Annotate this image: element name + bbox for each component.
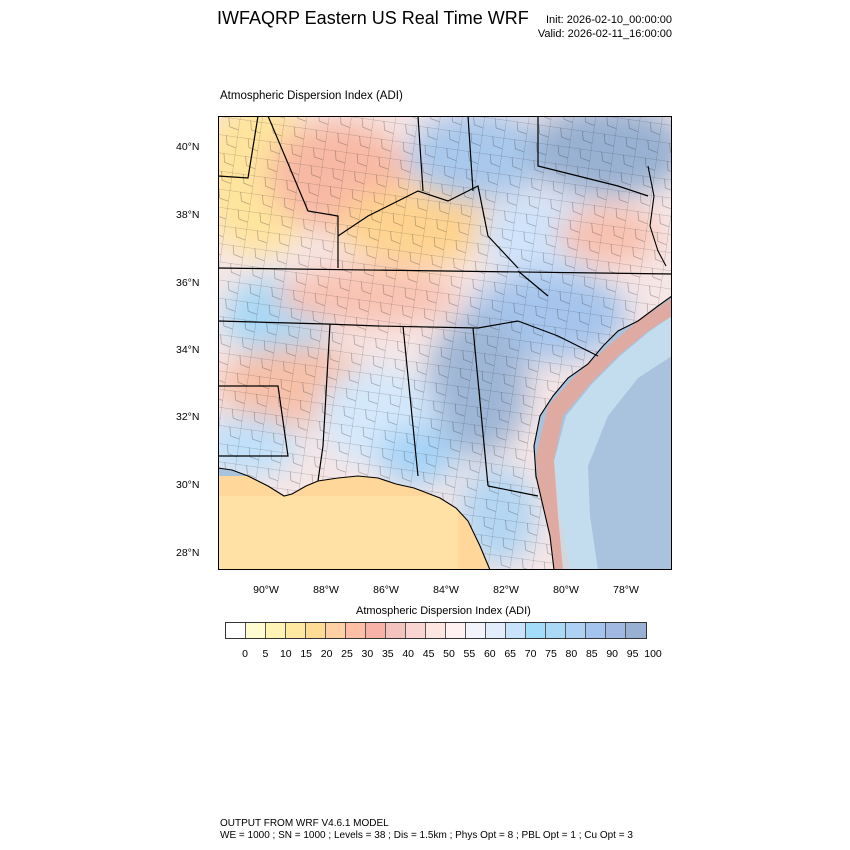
lat-tick-36: 36°N [176,277,200,289]
run-info: Init: 2026-02-10_00:00:00 Valid: 2026-02… [538,13,672,41]
init-time: Init: 2026-02-10_00:00:00 [546,14,672,26]
colorbar-cell [506,623,526,638]
colorbar-cell [566,623,586,638]
colorbar-cell [586,623,606,638]
lat-tick-40: 40°N [176,141,200,153]
colorbar-cell [286,623,306,638]
colorbar-cell [626,623,646,638]
colorbar-level-label: 55 [463,648,476,660]
colorbar-cell [466,623,486,638]
colorbar-level-label: 30 [361,648,374,660]
colorbar-level-label: 95 [626,648,639,660]
colorbar-cell [446,623,466,638]
plot-title: IWFAQRP Eastern US Real Time WRF [217,8,529,28]
colorbar-level-label: 70 [524,648,537,660]
colorbar-level-label: 40 [402,648,415,660]
lat-tick-34: 34°N [176,344,200,356]
colorbar-cell [526,623,546,638]
lon-tick-78: 78°W [613,584,639,596]
lon-tick-84: 84°W [433,584,459,596]
colorbar-level-label: 5 [262,648,269,660]
colorbar-cell [346,623,366,638]
lon-tick-90: 90°W [253,584,279,596]
colorbar-cell [266,623,286,638]
colorbar-level-label: 25 [341,648,353,660]
colorbar-cell [366,623,386,638]
colorbar-level-label: 15 [300,648,313,660]
colorbar-level-label: 20 [320,648,333,660]
lon-tick-86: 86°W [373,584,399,596]
lat-tick-32: 32°N [176,411,200,423]
valid-time: Valid: 2026-02-11_16:00:00 [537,28,672,40]
colorbar-level-label: 45 [422,648,435,660]
colorbar-level-label: 50 [443,648,455,660]
chesapeake-coast [647,165,667,267]
colorbar [225,622,647,639]
colorbar-title: Atmospheric Dispersion Index (ADI) [356,605,531,617]
gulf-shade [218,496,458,570]
colorbar-cell [326,623,346,638]
colorbar-level-label: 100 [644,648,662,660]
footer-line-1: OUTPUT FROM WRF V4.6.1 MODEL [220,818,389,829]
colorbar-cell [406,623,426,638]
colorbar-level-label: 35 [381,648,394,660]
lat-tick-38: 38°N [176,209,200,221]
colorbar-level-label: 75 [545,648,557,660]
field-label: Atmospheric Dispersion Index (ADI) [220,90,403,102]
lat-tick-30: 30°N [176,479,200,491]
gulf-coastline [218,467,491,570]
colorbar-cell [386,623,406,638]
colorbar-level-label: 85 [585,648,598,660]
colorbar-level-label: 80 [565,648,578,660]
atlantic-coastline [533,295,672,570]
colorbar-cell [426,623,446,638]
coastal-band-2 [554,316,672,570]
lon-tick-80: 80°W [553,584,579,596]
colorbar-level-label: 60 [483,648,496,660]
colorbar-cell [606,623,626,638]
colorbar-level-label: 90 [606,648,619,660]
map-svg [218,116,672,570]
map-frame [218,116,672,570]
colorbar-level-label: 0 [242,648,248,660]
colorbar-cell [306,623,326,638]
colorbar-level-label: 10 [279,648,292,660]
colorbar-cell [246,623,266,638]
lon-tick-82: 82°W [493,584,519,596]
map-panel [218,116,672,570]
model-footer: OUTPUT FROM WRF V4.6.1 MODEL WE = 1000 ;… [220,818,633,842]
colorbar-cell [226,623,246,638]
lat-tick-28: 28°N [176,547,200,559]
colorbar-cell [546,623,566,638]
colorbar-cell [486,623,506,638]
footer-line-2: WE = 1000 ; SN = 1000 ; Levels = 38 ; Di… [220,830,633,841]
lon-tick-88: 88°W [313,584,339,596]
state-boundaries [218,116,672,497]
colorbar-level-label: 65 [504,648,517,660]
